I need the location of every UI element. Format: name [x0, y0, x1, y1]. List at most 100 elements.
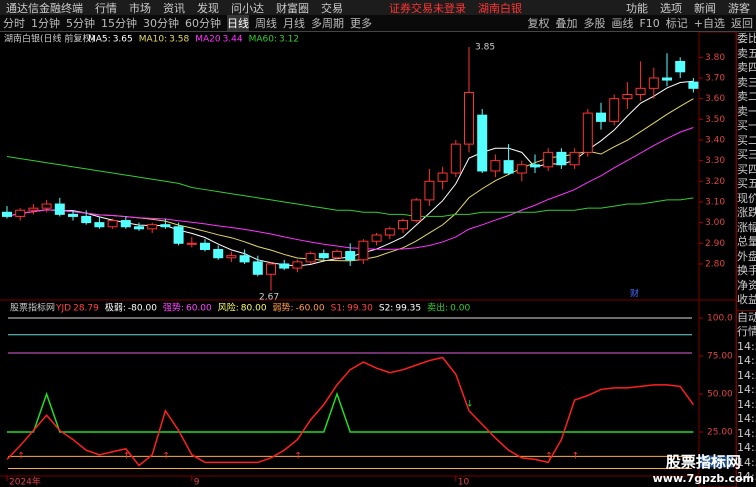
watermark-url: www.7gpzb.com: [652, 472, 754, 485]
menu-item[interactable]: 发现: [197, 1, 219, 15]
y-tick-label: 3.30: [705, 156, 725, 166]
candle-body: [530, 164, 540, 168]
period[interactable]: 30分钟: [143, 17, 179, 30]
period[interactable]: 日线: [227, 15, 249, 31]
candle-body: [41, 203, 52, 209]
menu-item[interactable]: 交易: [321, 1, 343, 15]
candle-body: [477, 114, 488, 172]
tool-button[interactable]: 标记: [665, 17, 688, 30]
menu-item[interactable]: 市场: [129, 1, 151, 15]
x-tick-label: 9: [194, 478, 200, 487]
side-label: 14:50: [737, 412, 756, 425]
side-label: 买二: [737, 133, 756, 147]
tool-button[interactable]: 返回: [731, 17, 753, 30]
candle-body: [371, 234, 382, 242]
indicator-line: [6, 356, 695, 467]
tool-button[interactable]: 画线: [611, 17, 634, 30]
period[interactable]: 5分钟: [66, 17, 95, 30]
param-value: 99.30: [347, 304, 373, 314]
candle-body: [490, 160, 501, 172]
y-tick-label: 3.40: [705, 135, 725, 145]
candle-body: [556, 151, 567, 166]
period[interactable]: 周线: [255, 17, 277, 30]
buy-arrow: ↑: [162, 452, 170, 462]
tool-button[interactable]: 多股: [583, 17, 606, 30]
y-tick-label: 3.70: [705, 73, 725, 83]
param-name: 强势:: [163, 302, 184, 314]
param-name: 卖出:: [427, 302, 448, 314]
last-value-box: [700, 455, 732, 468]
param-value: 80.00: [241, 304, 267, 314]
x-tick-label: 2024年: [9, 476, 41, 487]
candle-body: [688, 81, 699, 89]
menu-item[interactable]: 游客: [728, 1, 750, 15]
candle-body: [120, 220, 131, 228]
login-status[interactable]: 证券交易未登录: [389, 1, 466, 15]
ma60-line: [6, 156, 694, 217]
y-tick-label: 3.80: [705, 53, 725, 63]
indicator-line: [7, 391, 694, 433]
candle-body: [94, 222, 105, 228]
tool-button[interactable]: +自选: [693, 17, 725, 30]
param-value: 60.00: [186, 304, 212, 314]
menu-item[interactable]: 新闻: [694, 1, 716, 15]
candle-body: [543, 151, 554, 168]
buy-arrow: ↑: [17, 452, 25, 462]
candle-body: [635, 87, 646, 96]
period[interactable]: 15分钟: [101, 17, 137, 30]
candle-body: [424, 180, 435, 201]
candle-body: [213, 248, 224, 259]
period[interactable]: 1分钟: [31, 17, 60, 30]
candle-body: [252, 261, 263, 275]
candle-body: [226, 255, 237, 259]
side-label: 委比: [737, 32, 756, 45]
menu-item[interactable]: 问小达: [231, 1, 264, 15]
candle-body: [147, 224, 158, 230]
param-name: 弱势:: [273, 302, 294, 314]
menu-item[interactable]: 财富圈: [276, 1, 309, 15]
menu-item[interactable]: 资讯: [163, 1, 185, 15]
candle-body: [305, 253, 316, 263]
candle-body: [569, 151, 580, 166]
menu-item[interactable]: 选项: [660, 1, 682, 15]
y-tick-label: 25.00: [707, 428, 733, 438]
side-label: 卖三: [737, 75, 756, 89]
candle-body: [15, 209, 26, 217]
tool-button[interactable]: 叠加: [555, 17, 578, 30]
ma-name: MA5:: [88, 35, 111, 45]
tool-button[interactable]: F10: [639, 16, 660, 30]
y-tick-label: 3.50: [705, 115, 725, 125]
side-label: 卖二: [737, 90, 756, 103]
y-tick-label: 3.20: [705, 177, 725, 187]
candle-body: [186, 242, 197, 245]
candle-body: [2, 211, 12, 217]
side-label: 总量: [737, 235, 756, 248]
param-name: S1:: [331, 304, 345, 314]
param-name: 风险:: [218, 302, 239, 314]
buy-arrow: ↑: [572, 452, 580, 462]
period[interactable]: 多周期: [311, 17, 344, 30]
ma-name: MA20: [195, 35, 221, 45]
side-label: 14:50: [737, 426, 756, 440]
candle-body: [384, 228, 395, 236]
side-label: 卖四: [737, 61, 756, 74]
candle-body: [134, 226, 144, 230]
tool-button[interactable]: 复权: [527, 17, 550, 30]
period[interactable]: 更多: [350, 17, 372, 30]
side-label: 涨幅: [737, 220, 756, 234]
side-label: 卖一: [737, 104, 756, 118]
menu-item[interactable]: 功能: [626, 1, 648, 15]
side-label: 卖五: [737, 46, 756, 60]
period[interactable]: 月线: [283, 17, 305, 30]
period[interactable]: 分时: [3, 17, 25, 30]
event-marker: 财: [630, 288, 639, 300]
side-label: 外盘: [737, 249, 756, 263]
candle-body: [28, 207, 39, 211]
candle-body: [160, 224, 171, 228]
watermark: 股票指标网 www.7gpzb.com: [653, 451, 754, 485]
app-title: 通达信金融终端: [6, 1, 83, 15]
high-label: 3.85: [475, 43, 495, 53]
menu-item[interactable]: 行情: [95, 1, 117, 15]
period[interactable]: 60分钟: [185, 17, 221, 30]
